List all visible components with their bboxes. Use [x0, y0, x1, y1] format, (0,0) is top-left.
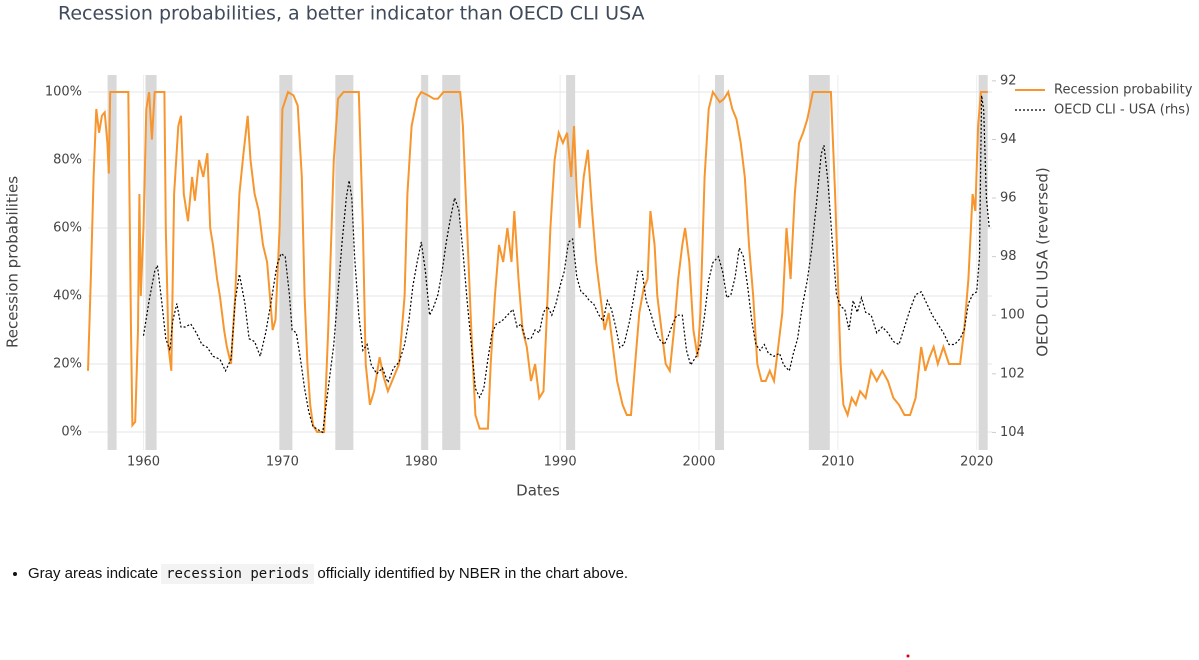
x-tick-label: 1990 — [544, 455, 577, 470]
chart: Recession probabilities, a better indica… — [4, 3, 1193, 500]
y2-tick-label: 98 — [1000, 249, 1017, 264]
red-dot — [906, 654, 910, 658]
y-axis-title: Recession probabilities — [4, 176, 22, 348]
legend-label: Recession probability — [1054, 83, 1193, 98]
recession-band — [566, 75, 576, 450]
recession-band — [107, 75, 117, 450]
note-text: officially identified by NBER in the cha… — [317, 565, 629, 582]
recession-band — [808, 75, 830, 450]
recession-band — [145, 75, 157, 450]
y2-tick-label: 94 — [1000, 132, 1017, 147]
y2-tick-label: 102 — [1000, 366, 1025, 381]
series-line — [87, 89, 988, 433]
legend-label: OECD CLI - USA (rhs) — [1054, 103, 1190, 118]
chart-title: Recession probabilities, a better indica… — [58, 3, 645, 25]
x-tick-label: 2010 — [821, 455, 854, 470]
recession-band — [714, 75, 724, 450]
y-tick-label: 40% — [53, 288, 82, 303]
x-tick-label: 2000 — [682, 455, 715, 470]
x-tick-label: 2020 — [960, 455, 993, 470]
y-tick-label: 60% — [53, 220, 82, 235]
x-tick-label: 1960 — [127, 455, 160, 470]
y2-tick-label: 96 — [1000, 191, 1017, 206]
y-tick-label: 80% — [53, 152, 82, 167]
note-code: recession periods — [161, 564, 315, 584]
y-tick-label: 100% — [45, 84, 82, 99]
x-tick-label: 1980 — [405, 455, 438, 470]
dot — [906, 654, 910, 658]
recession-band — [442, 75, 461, 450]
y2-axis-title: OECD CLI USA (reversed) — [1034, 167, 1052, 357]
recession-band — [421, 75, 429, 450]
recession-band — [335, 75, 354, 450]
y2-tick-label: 100 — [1000, 308, 1025, 323]
y2-tick-label: 92 — [1000, 73, 1017, 88]
note-text: Gray areas indicate — [28, 565, 159, 582]
y-tick-label: 20% — [53, 356, 82, 371]
x-axis-title: Dates — [516, 482, 560, 500]
y2-tick-label: 104 — [1000, 425, 1025, 440]
x-tick-label: 1970 — [266, 455, 299, 470]
y-tick-label: 0% — [61, 424, 82, 439]
recession-band — [978, 75, 988, 450]
